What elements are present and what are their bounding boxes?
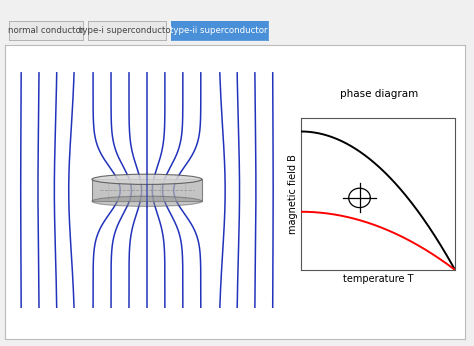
X-axis label: temperature T: temperature T — [343, 274, 413, 284]
Text: normal conductor: normal conductor — [8, 26, 84, 35]
Bar — [92, 179, 202, 201]
Ellipse shape — [92, 174, 202, 184]
Text: type-ii superconductor: type-ii superconductor — [171, 26, 268, 35]
Ellipse shape — [92, 196, 202, 207]
Y-axis label: magnetic field B: magnetic field B — [288, 154, 298, 234]
Text: type-i superconductor: type-i superconductor — [79, 26, 174, 35]
Text: phase diagram: phase diagram — [340, 89, 419, 99]
